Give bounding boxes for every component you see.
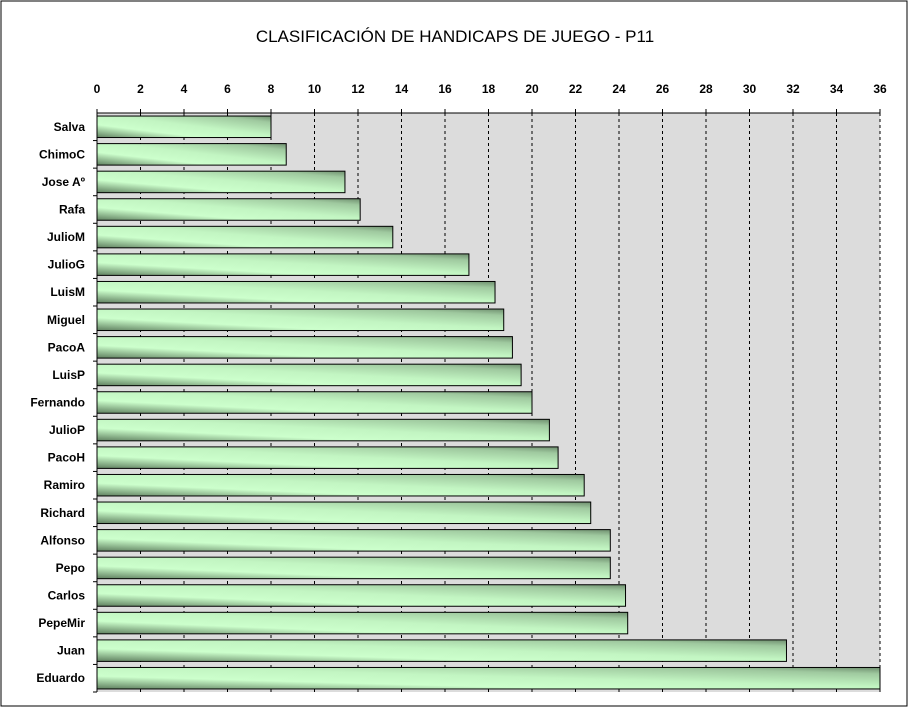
x-tick-label: 20 — [525, 82, 539, 96]
x-tick-label: 8 — [268, 82, 275, 96]
x-tick-label: 18 — [482, 82, 496, 96]
category-label: Salva — [54, 120, 86, 134]
x-tick-label: 28 — [699, 82, 713, 96]
category-label: LuisM — [50, 285, 85, 299]
x-tick-label: 10 — [308, 82, 322, 96]
bar-josea — [96, 170, 346, 194]
category-label: LuisP — [52, 368, 85, 382]
x-tick-label: 2 — [137, 82, 144, 96]
x-tick-label: 6 — [224, 82, 231, 96]
bar-pacoh — [96, 446, 559, 469]
x-tick-label: 36 — [873, 82, 887, 96]
category-label: JulioP — [49, 423, 85, 437]
bar-rafa — [96, 198, 361, 221]
category-label: Jose Aº — [42, 175, 86, 189]
bar-alfonso — [96, 529, 611, 552]
bar-pepemir — [96, 611, 629, 635]
category-label: Carlos — [48, 589, 86, 603]
category-label: Ramiro — [44, 478, 85, 492]
x-tick-label: 12 — [351, 82, 365, 96]
category-label: PacoA — [48, 340, 86, 354]
x-tick-label: 16 — [438, 82, 452, 96]
category-label: Richard — [40, 506, 85, 520]
x-tick-label: 32 — [786, 82, 800, 96]
category-label: JulioG — [48, 258, 85, 272]
bar-juliom — [96, 225, 394, 249]
bar-carlos — [96, 584, 627, 607]
bar-luism — [96, 280, 496, 304]
bar-juliog — [96, 253, 470, 276]
category-label: Eduardo — [36, 671, 85, 685]
x-tick-label: 14 — [395, 82, 409, 96]
bar-eduardo — [96, 666, 881, 690]
category-label: Fernando — [30, 396, 85, 410]
category-label: JulioM — [47, 230, 85, 244]
bar-chimoc — [96, 143, 287, 166]
bar-juliop — [96, 418, 550, 442]
x-tick-label: 24 — [612, 82, 626, 96]
bar-juan — [96, 639, 787, 662]
x-tick-label: 34 — [830, 82, 844, 96]
bar-luisp — [96, 363, 522, 387]
bar-fernando — [96, 391, 533, 414]
x-tick-label: 26 — [656, 82, 670, 96]
x-tick-label: 22 — [569, 82, 583, 96]
x-tick-label: 4 — [181, 82, 188, 96]
category-label: Pepo — [56, 561, 85, 575]
category-label: Alfonso — [40, 533, 85, 547]
x-tick-label: 0 — [94, 82, 101, 96]
bar-richard — [96, 501, 592, 525]
bar-miguel — [96, 308, 505, 332]
chart-title: CLASIFICACIÓN DE HANDICAPS DE JUEGO - P1… — [256, 27, 654, 46]
category-label: Miguel — [47, 313, 85, 327]
category-label: Rafa — [59, 203, 85, 217]
bar-pacoa — [96, 336, 513, 359]
category-label: ChimoC — [39, 147, 85, 161]
bar-ramiro — [96, 473, 585, 497]
x-tick-label: 30 — [743, 82, 757, 96]
bar-pepo — [96, 556, 611, 580]
category-label: PacoH — [48, 451, 85, 465]
category-label: PepeMir — [38, 616, 85, 630]
category-label: Juan — [57, 644, 85, 658]
bar-salva — [96, 115, 272, 139]
